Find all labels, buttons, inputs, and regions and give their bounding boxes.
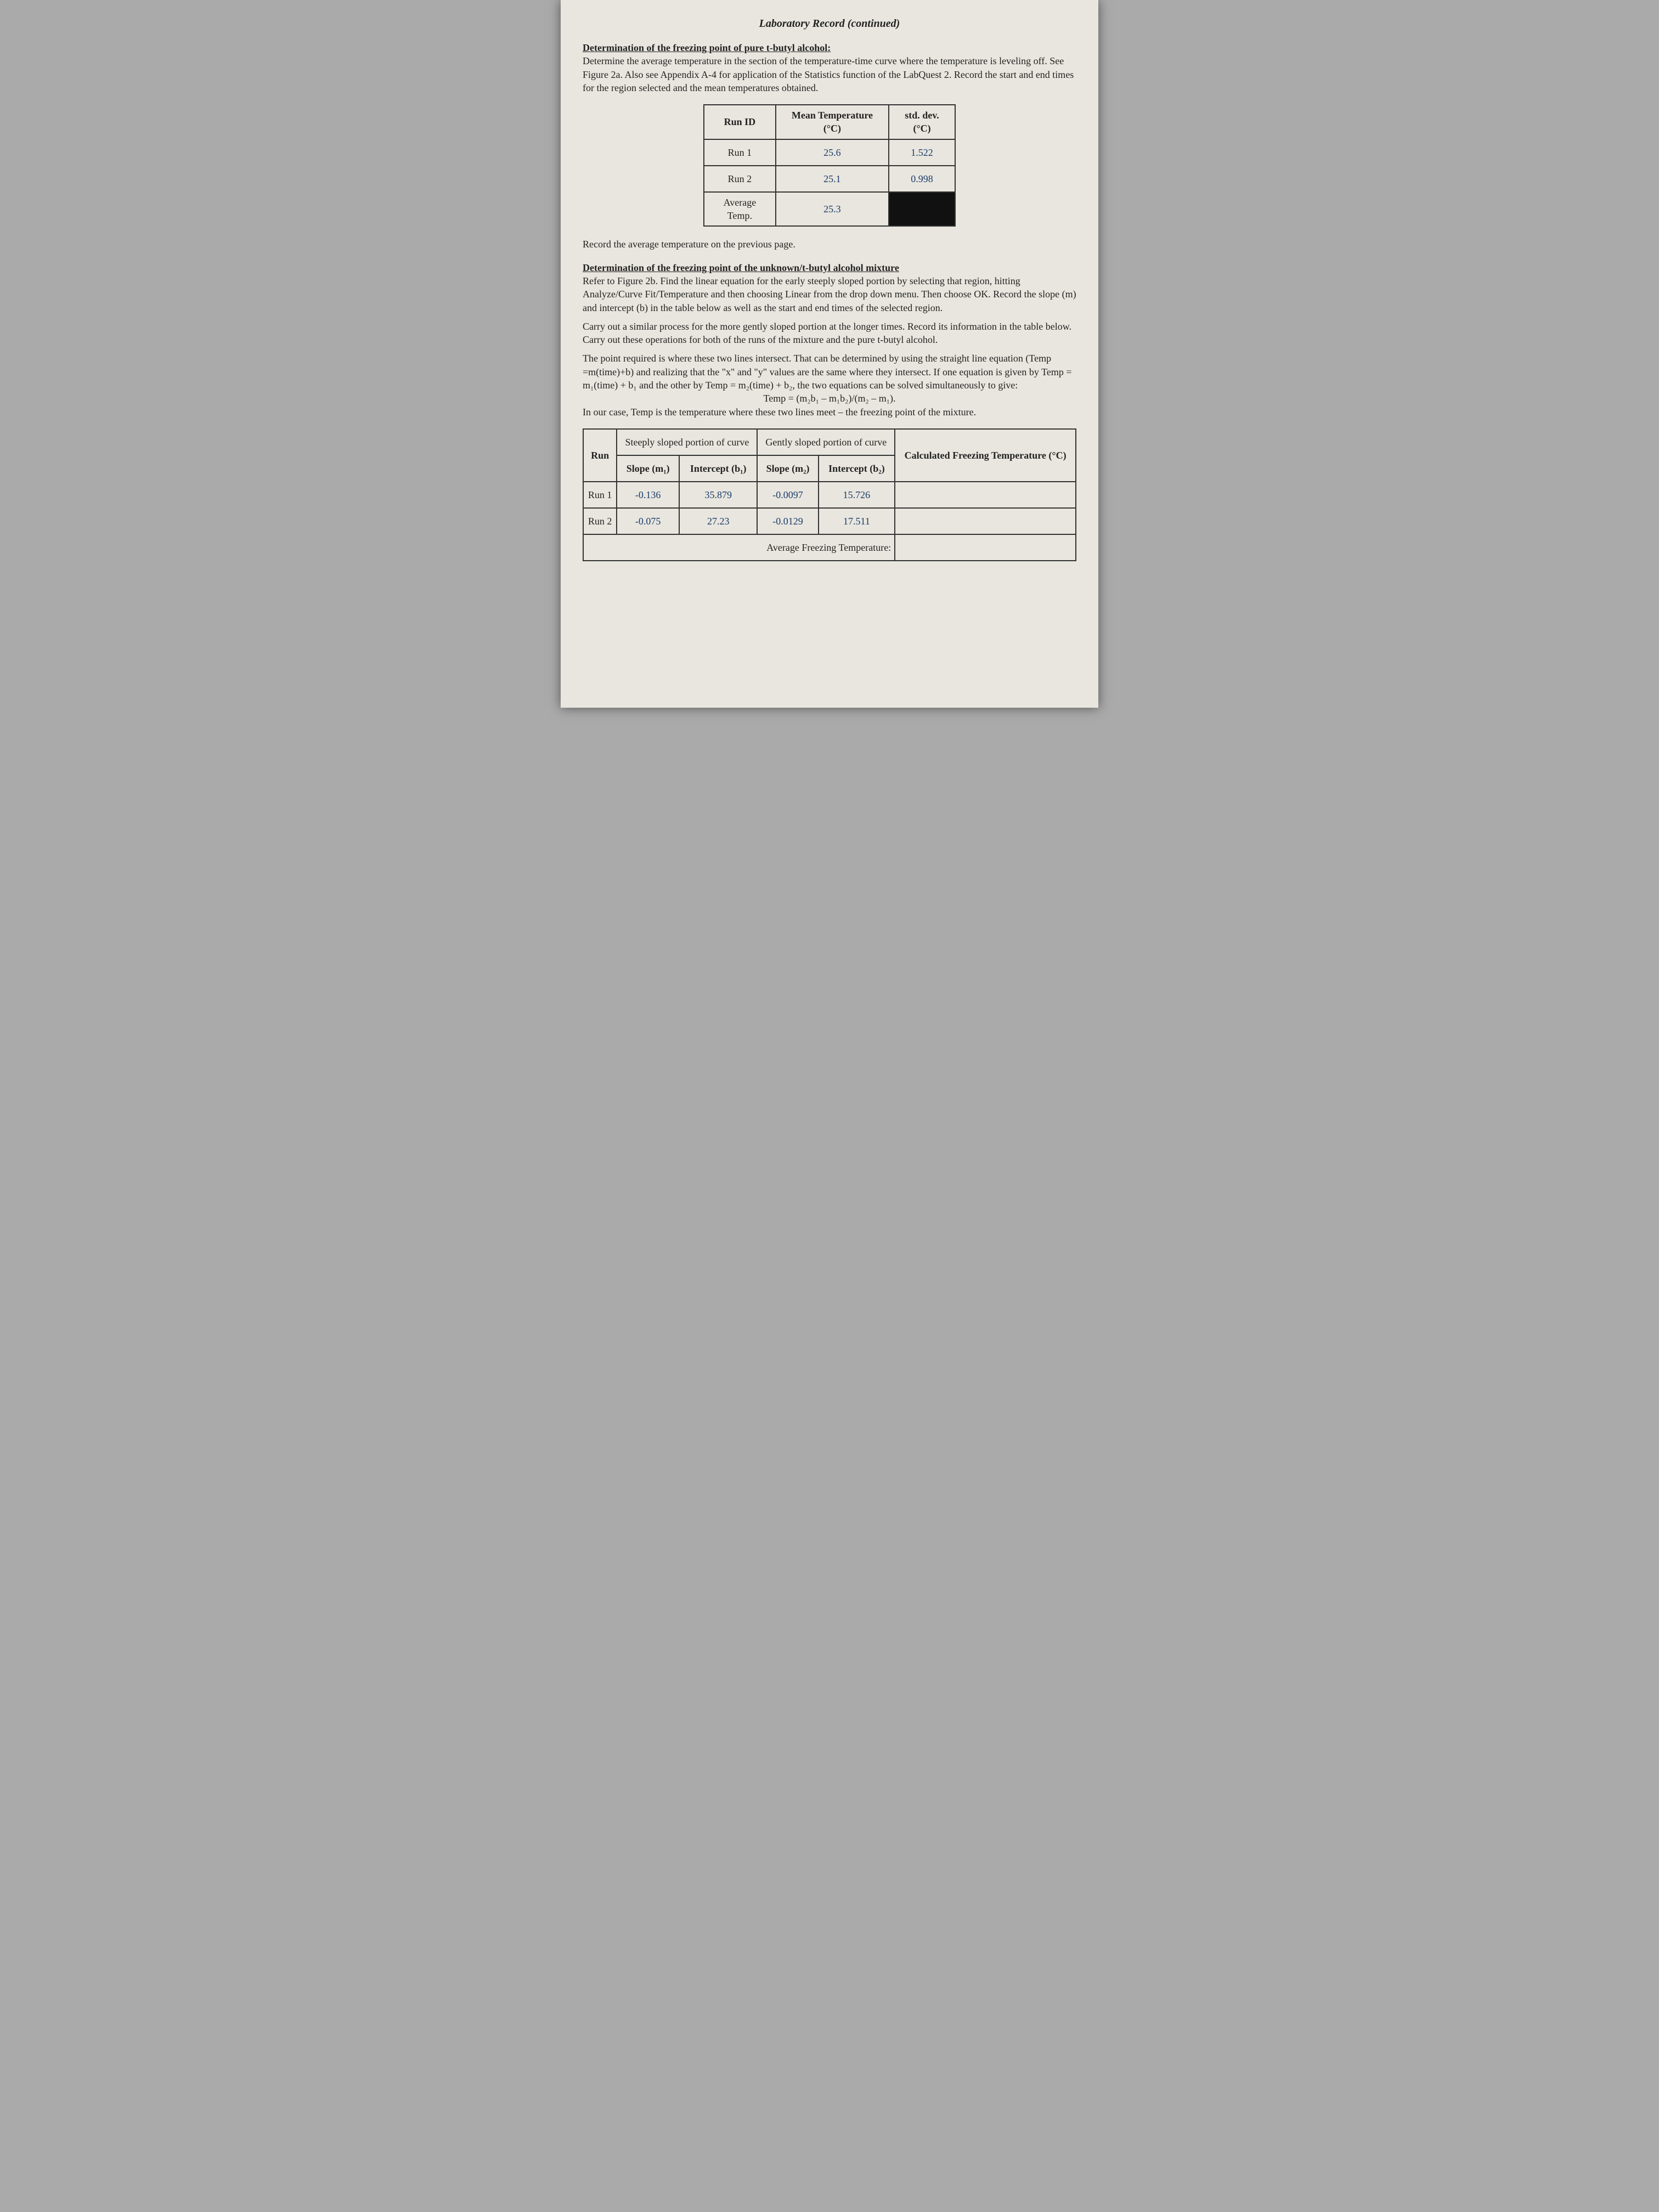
avg-freeze-label: Average Freezing Temperature: [583, 534, 895, 561]
cell-std: 0.998 [889, 166, 955, 192]
mean-temp-table: Run ID Mean Temperature (°C) std. dev. (… [703, 104, 956, 227]
section-1: Determination of the freezing point of p… [583, 41, 1076, 94]
cell-runid: Run 1 [704, 139, 776, 166]
run-col: Run [583, 429, 617, 482]
slope-intercept-table: Run Steeply sloped portion of curve Gent… [583, 428, 1076, 561]
steep-group: Steeply sloped portion of curve [617, 429, 757, 455]
table-row: Average Temp. 25.3 [704, 192, 955, 227]
cell-m2: -0.0129 [757, 508, 818, 534]
col-runid: Run ID [704, 105, 776, 139]
section2-p2: Carry out a similar process for the more… [583, 320, 1076, 347]
avg-freeze-value [895, 534, 1076, 561]
table-row: Run 2 25.1 0.998 [704, 166, 955, 192]
cell-t [895, 482, 1076, 508]
cell-m1: -0.136 [617, 482, 679, 508]
gentle-group: Gently sloped portion of curve [757, 429, 895, 455]
col-m2: Slope (m₂) [757, 455, 818, 482]
cell-b1: 35.879 [679, 482, 758, 508]
section2-p3a: The point required is where these two li… [583, 353, 1071, 391]
cell-runid: Run 2 [704, 166, 776, 192]
section-2: Determination of the freezing point of t… [583, 261, 1076, 419]
table-row: Run ID Mean Temperature (°C) std. dev. (… [704, 105, 955, 139]
cell-mean: 25.1 [776, 166, 889, 192]
cell-runid: Run 2 [583, 508, 617, 534]
cell-std: 1.522 [889, 139, 955, 166]
mid-note: Record the average temperature on the pr… [583, 238, 1076, 251]
table-row: Run 1 25.6 1.522 [704, 139, 955, 166]
cell-b2: 17.511 [819, 508, 895, 534]
section2-title: Determination of the freezing point of t… [583, 262, 899, 273]
section2-p1: Refer to Figure 2b. Find the linear equa… [583, 275, 1076, 313]
avg-label: Average Temp. [704, 192, 776, 227]
cell-b1: 27.23 [679, 508, 758, 534]
table-row: Average Freezing Temperature: [583, 534, 1076, 561]
cell-runid: Run 1 [583, 482, 617, 508]
col-b1: Intercept (b₁) [679, 455, 758, 482]
table-row: Run 1 -0.136 35.879 -0.0097 15.726 [583, 482, 1076, 508]
section1-body: Determine the average temperature in the… [583, 55, 1074, 93]
cell-t [895, 508, 1076, 534]
col-mean: Mean Temperature (°C) [776, 105, 889, 139]
avg-value: 25.3 [776, 192, 889, 227]
col-m1: Slope (m₁) [617, 455, 679, 482]
cell-m2: -0.0097 [757, 482, 818, 508]
lab-record-page: Laboratory Record (continued) Determinat… [561, 0, 1098, 708]
section2-equation: Temp = (m₂b₁ – m₁b₂)/(m₂ – m₁). [583, 392, 1076, 405]
calc-col: Calculated Freezing Temperature (°C) [895, 429, 1076, 482]
col-b2: Intercept (b₂) [819, 455, 895, 482]
cell-m1: -0.075 [617, 508, 679, 534]
section1-title: Determination of the freezing point of p… [583, 42, 831, 53]
table-row: Run 2 -0.075 27.23 -0.0129 17.511 [583, 508, 1076, 534]
col-std: std. dev. (°C) [889, 105, 955, 139]
section2-p3b: In our case, Temp is the temperature whe… [583, 407, 976, 417]
redacted-cell [889, 192, 955, 227]
table-row: Run Steeply sloped portion of curve Gent… [583, 429, 1076, 455]
cell-b2: 15.726 [819, 482, 895, 508]
page-header: Laboratory Record (continued) [583, 16, 1076, 31]
cell-mean: 25.6 [776, 139, 889, 166]
